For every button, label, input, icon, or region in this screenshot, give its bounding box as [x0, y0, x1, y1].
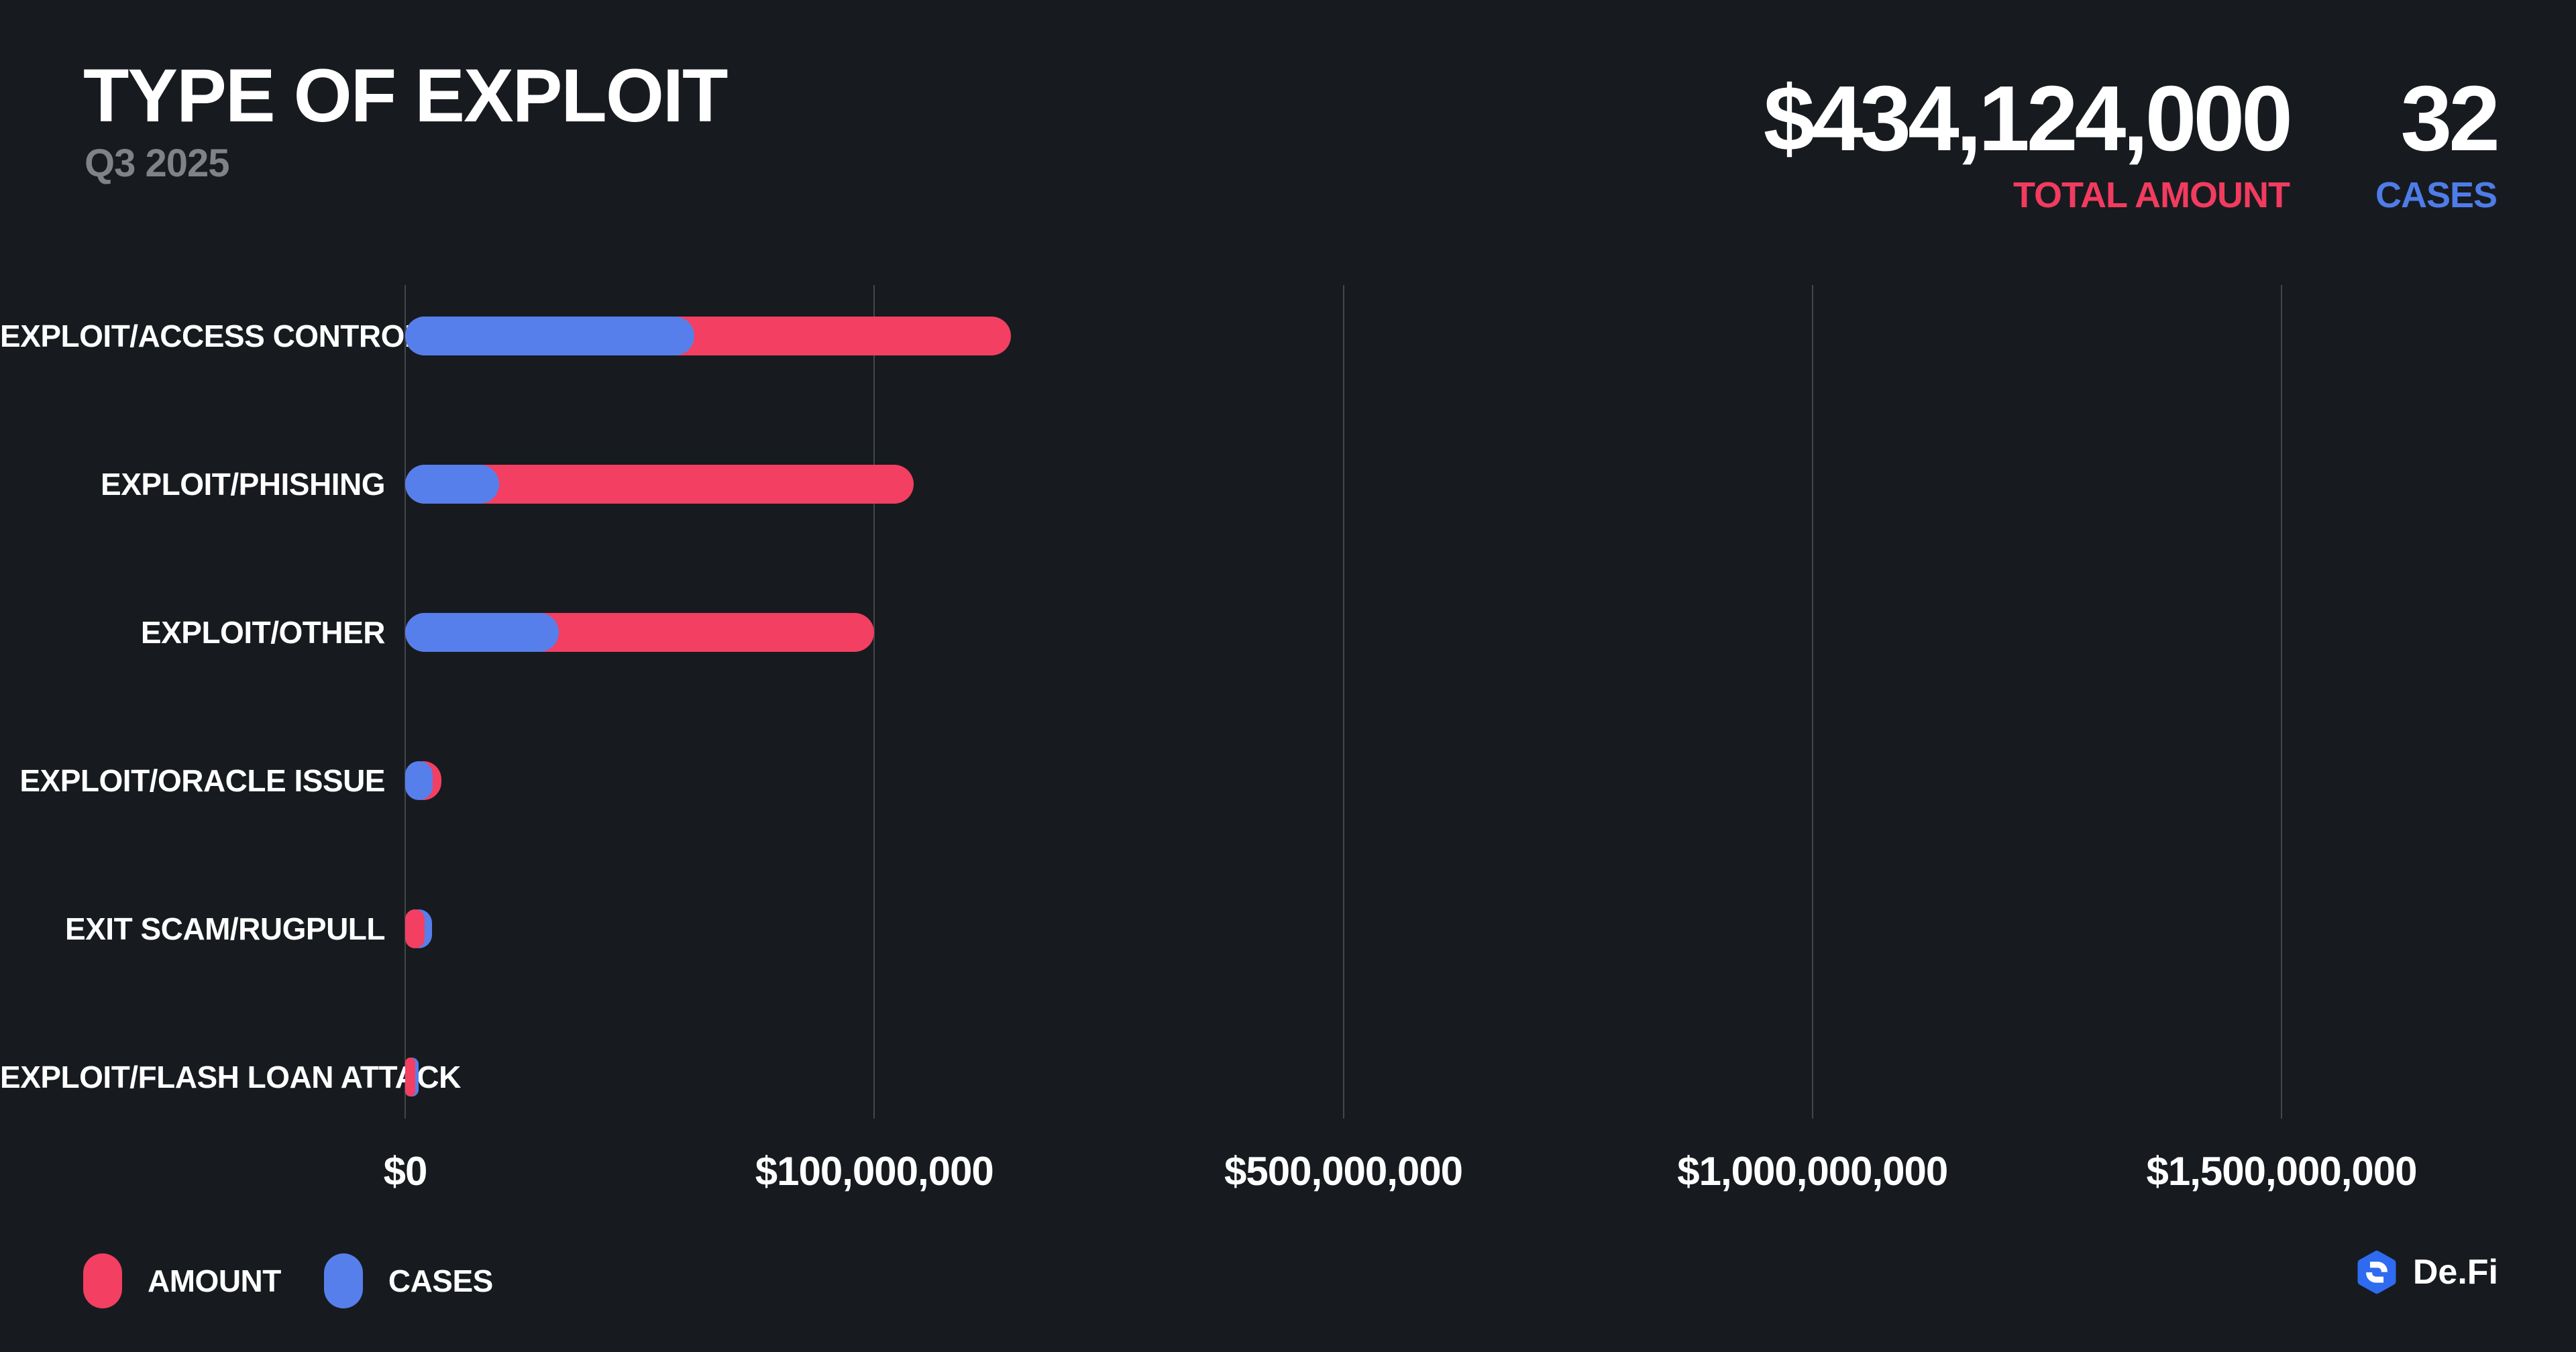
cases-bar — [405, 613, 559, 652]
x-axis-tick-label: $1,500,000,000 — [2146, 1149, 2417, 1194]
x-axis-tick-label: $1,000,000,000 — [1677, 1149, 1948, 1194]
cases-value: 32 — [2400, 67, 2501, 170]
bar-track — [405, 613, 2282, 652]
x-axis-tick-label: $100,000,000 — [755, 1149, 994, 1194]
total-amount-label: TOTAL AMOUNT — [2012, 175, 2290, 215]
gridline — [1342, 285, 1344, 1119]
page-subtitle: Q3 2025 — [85, 142, 230, 185]
defi-logo-icon — [2355, 1250, 2398, 1294]
defi-brand-text: De.Fi — [2412, 1253, 2498, 1292]
category-label: EXPLOIT/OTHER — [140, 615, 386, 650]
bar-track — [405, 1058, 2282, 1096]
category-label: EXPLOIT/ORACLE ISSUE — [19, 763, 385, 798]
legend-item: CASES — [323, 1253, 493, 1308]
cases-label: CASES — [2375, 175, 2498, 215]
bar-track — [405, 317, 2282, 355]
category-label: EXPLOIT/PHISHING — [101, 467, 385, 502]
legend-label: AMOUNT — [148, 1263, 281, 1298]
x-axis-tick-label: $500,000,000 — [1224, 1149, 1463, 1194]
gridline — [1811, 285, 1813, 1119]
x-axis: $0 $100,000,000 $500,000,000 $1,000,000,000… — [384, 1148, 2418, 1202]
bar-row: EXPLOIT/OTHER — [0, 613, 2282, 652]
amount-bar — [405, 1058, 416, 1096]
plot-area: EXPLOIT/ACCESS CONTROL EXPLOIT/PHISHING EX… — [0, 285, 2282, 1119]
gridline — [873, 285, 875, 1119]
x-axis-tick-label: $0 — [383, 1149, 428, 1194]
amount-legend-dot-icon — [83, 1253, 122, 1308]
chart-legend: AMOUNT CASES — [83, 1253, 493, 1309]
legend-item: AMOUNT — [83, 1253, 281, 1308]
bar-track — [405, 465, 2282, 504]
cases-stat: 32 CASES — [2375, 67, 2501, 216]
cases-bar — [405, 465, 499, 504]
bar-track — [405, 909, 2282, 948]
header-totals: $434,124,000 TOTAL AMOUNT 32 CASES — [1763, 67, 2501, 216]
total-amount-value: $434,124,000 — [1763, 67, 2293, 170]
category-label: EXPLOIT/ACCESS CONTROL — [0, 319, 423, 353]
bar-row: EXPLOIT/ACCESS CONTROL — [0, 317, 2282, 355]
total-amount-stat: $434,124,000 TOTAL AMOUNT — [1763, 67, 2293, 216]
bar-row: EXIT SCAM/RUGPULL — [0, 909, 2282, 948]
defi-brand: De.Fi — [2355, 1243, 2498, 1301]
bar-row: EXPLOIT/ORACLE ISSUE — [0, 761, 2282, 800]
gridline — [405, 285, 406, 1119]
cases-bar — [405, 317, 694, 355]
page-title: TYPE OF EXPLOIT — [83, 54, 728, 137]
cases-legend-dot-icon — [323, 1253, 363, 1308]
amount-bar — [405, 909, 425, 948]
cases-bar — [405, 761, 433, 800]
gridline — [2281, 285, 2282, 1119]
category-label: EXPLOIT/FLASH LOAN ATTACK — [0, 1060, 461, 1094]
legend-label: CASES — [388, 1263, 493, 1298]
category-label: EXIT SCAM/RUGPULL — [64, 911, 386, 946]
bar-row: EXPLOIT/FLASH LOAN ATTACK — [0, 1058, 2282, 1096]
bar-track — [405, 761, 2282, 800]
bar-row: EXPLOIT/PHISHING — [0, 465, 2282, 504]
